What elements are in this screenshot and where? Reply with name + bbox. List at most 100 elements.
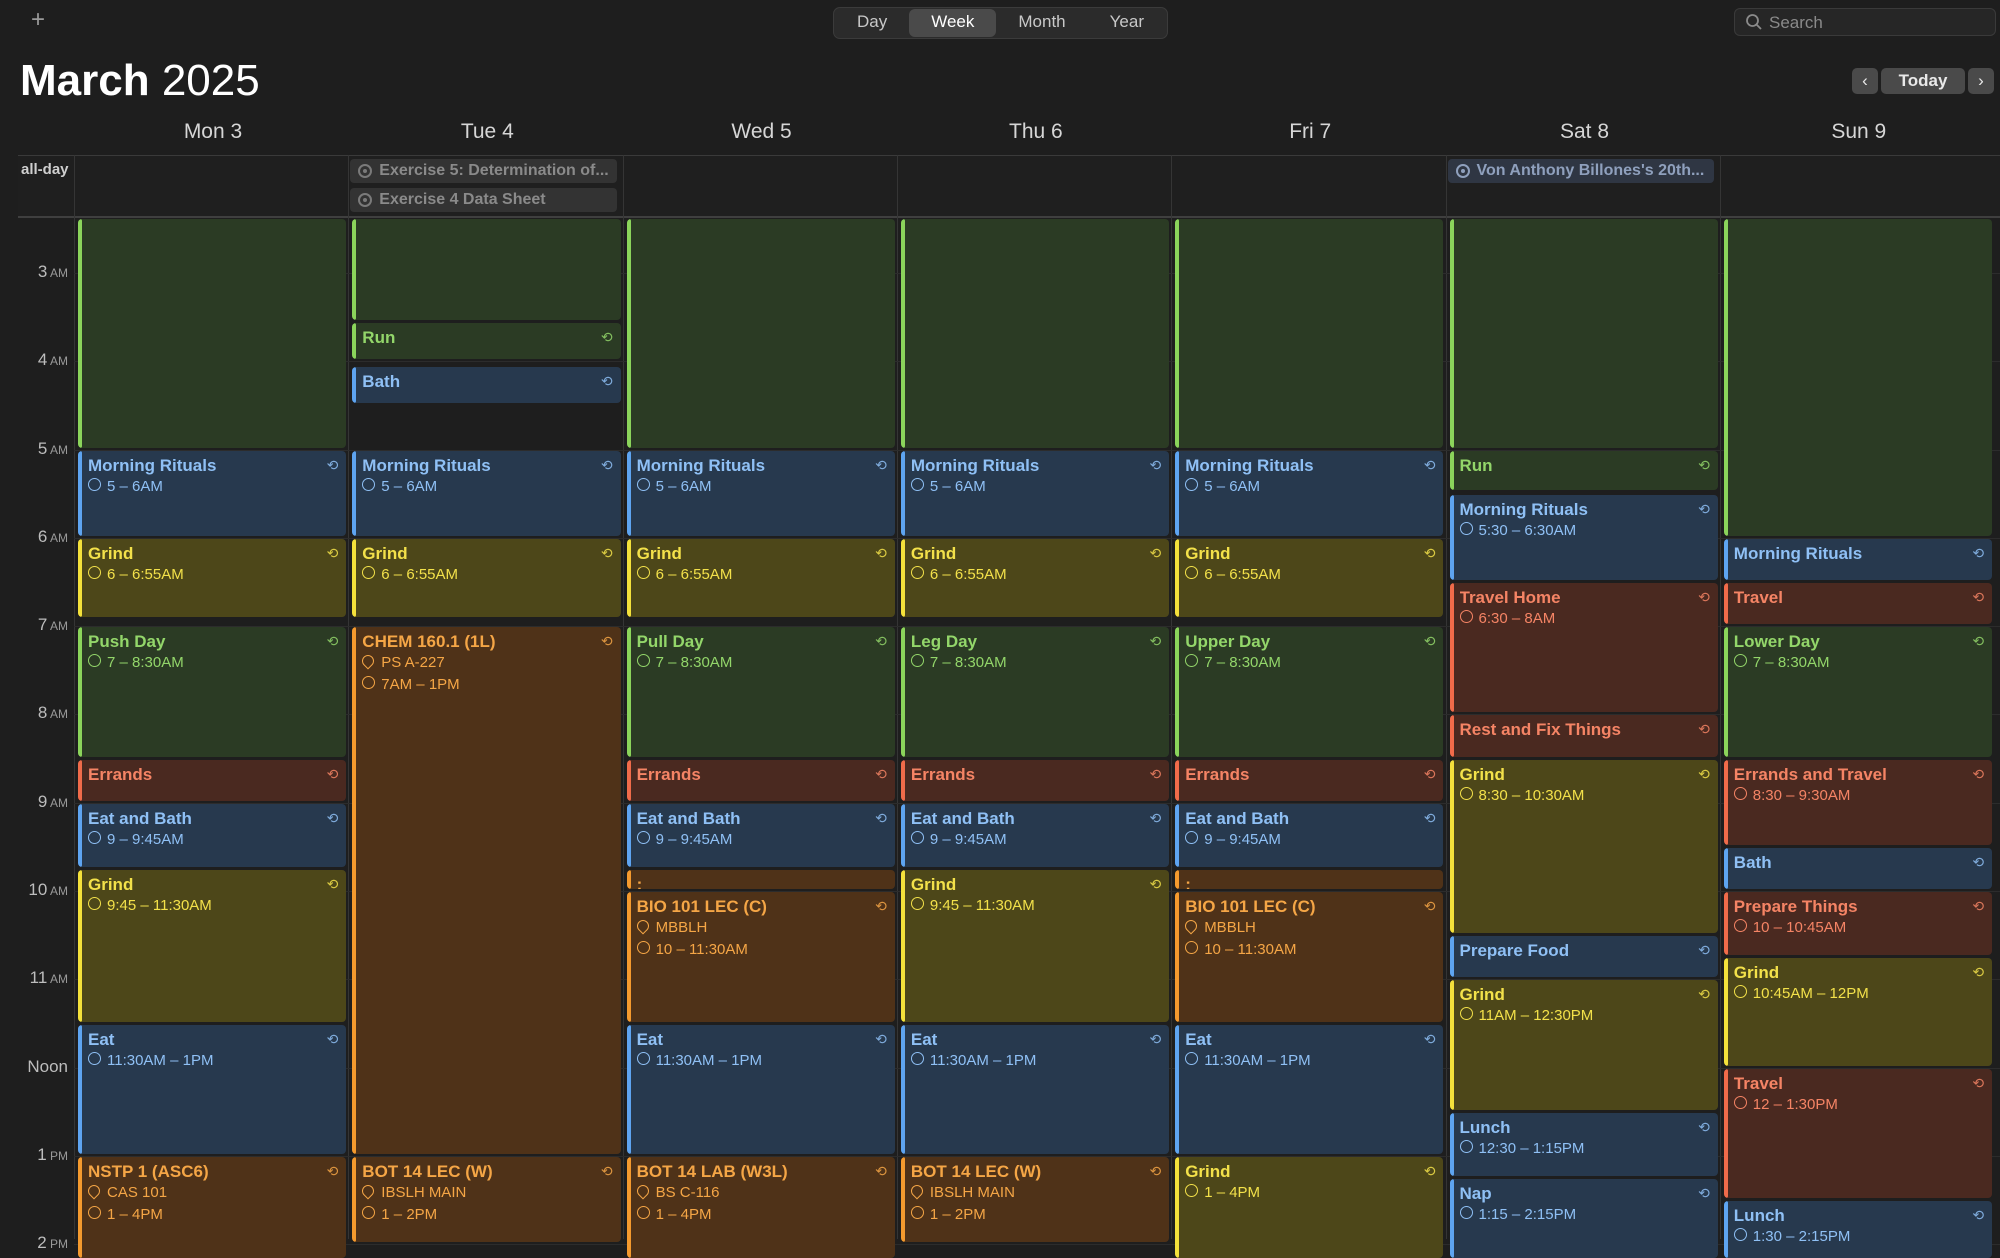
- all-day-event[interactable]: Von Anthony Billones's 20th...: [1447, 159, 1714, 183]
- view-day-button[interactable]: Day: [857, 12, 888, 31]
- calendar-event[interactable]: Errands ⟲: [900, 759, 1170, 801]
- calendar-event[interactable]: Errands ⟲: [626, 759, 895, 801]
- hour-number: 2: [37, 1233, 47, 1253]
- prev-week-button[interactable]: ‹: [1852, 68, 1878, 94]
- calendar-event[interactable]: BIO 101 LEC (C) ⟲ MBBLH 10 – 11:30AM: [626, 892, 895, 1022]
- calendar-event[interactable]: Grind ⟲ 9:45 – 11:30AM: [78, 870, 347, 1022]
- calendar-event[interactable]: [1175, 219, 1444, 448]
- event-time: 10:45AM – 12PM: [1733, 983, 1986, 1005]
- calendar-event[interactable]: Lower Day ⟲ 7 – 8:30AM: [1723, 627, 1993, 757]
- calendar-event[interactable]: Travel ⟲ 12 – 1:30PM: [1723, 1068, 1993, 1199]
- event-time-text: 10:45AM – 12PM: [1752, 985, 1869, 1003]
- event-title: Eat and Bath: [88, 808, 192, 828]
- calendar-event[interactable]: Pull Day ⟲ 7 – 8:30AM: [626, 627, 895, 757]
- calendar-event[interactable]: Grind ⟲ 6 – 6:55AM: [78, 538, 347, 618]
- calendar-event[interactable]: [1723, 219, 1993, 536]
- day-header[interactable]: Sun 9: [1831, 120, 1887, 143]
- calendar-event[interactable]: Morning Rituals ⟲ 5:30 – 6:30AM: [1449, 494, 1718, 581]
- calendar-event[interactable]: [78, 219, 347, 448]
- calendar-event[interactable]: Eat and Bath ⟲ 9 – 9:45AM: [1175, 803, 1444, 867]
- calendar-event[interactable]: Push Day ⟲ 7 – 8:30AM: [78, 627, 347, 757]
- event-time-text: 6 – 6:55AM: [655, 565, 733, 583]
- view-week-button[interactable]: Week: [909, 9, 997, 37]
- next-week-button[interactable]: ›: [1968, 68, 1994, 94]
- calendar-event[interactable]: Eat ⟲ 11:30AM – 1PM: [900, 1024, 1170, 1154]
- calendar-event[interactable]: Errands ⟲: [78, 759, 347, 801]
- calendar-event[interactable]: Run ⟲: [1449, 450, 1718, 490]
- calendar-event[interactable]: Eat ⟲ 11:30AM – 1PM: [78, 1024, 347, 1154]
- all-day-event[interactable]: Exercise 4 Data Sheet: [350, 188, 617, 212]
- calendar-event[interactable]: BOT 14 LEC (W) ⟲ IBSLH MAIN 1 – 2PM: [900, 1156, 1170, 1243]
- calendar-event[interactable]: Grind ⟲ 1 – 4PM: [1175, 1156, 1444, 1258]
- toolbar: + Day Week Month Year Search: [0, 0, 2000, 44]
- calendar-event[interactable]: Eat and Bath ⟲ 9 – 9:45AM: [78, 803, 347, 867]
- hour-meridiem: AM: [47, 972, 68, 987]
- calendar-event[interactable]: Run ⟲: [352, 322, 621, 360]
- calendar-event[interactable]: :: [626, 870, 895, 890]
- calendar-event[interactable]: Morning Rituals ⟲ 5 – 6AM: [1175, 450, 1444, 536]
- calendar-event[interactable]: Grind ⟲ 9:45 – 11:30AM: [900, 870, 1170, 1022]
- day-header[interactable]: Tue 4: [460, 120, 514, 143]
- calendar-event[interactable]: [626, 219, 895, 448]
- day-header[interactable]: Mon 3: [183, 120, 243, 143]
- calendar-event[interactable]: Eat and Bath ⟲ 9 – 9:45AM: [626, 803, 895, 867]
- day-header[interactable]: Wed 5: [731, 120, 792, 143]
- calendar-event[interactable]: [900, 219, 1170, 448]
- calendar-event[interactable]: Prepare Things ⟲ 10 – 10:45AM: [1723, 892, 1993, 956]
- search-input[interactable]: Search: [1734, 8, 1996, 36]
- calendar-event[interactable]: NSTP 1 (ASC6) ⟲ CAS 101 1 – 4PM: [78, 1156, 347, 1258]
- calendar-event[interactable]: Grind ⟲ 6 – 6:55AM: [1175, 538, 1444, 618]
- calendar-event[interactable]: Grind ⟲ 8:30 – 10:30AM: [1449, 759, 1718, 934]
- calendar-event[interactable]: Grind ⟲ 6 – 6:55AM: [626, 538, 895, 618]
- calendar-event[interactable]: Grind ⟲ 11AM – 12:30PM: [1449, 980, 1718, 1110]
- day-header[interactable]: Thu 6: [1009, 120, 1063, 143]
- calendar-event[interactable]: Bath ⟲: [352, 366, 621, 404]
- calendar-event[interactable]: Grind ⟲ 10:45AM – 12PM: [1723, 958, 1993, 1066]
- calendar-event[interactable]: Lunch ⟲ 1:30 – 2:15PM: [1723, 1201, 1993, 1258]
- repeat-icon: ⟲: [1698, 500, 1710, 517]
- calendar-event[interactable]: Lunch ⟲ 12:30 – 1:15PM: [1449, 1112, 1718, 1177]
- add-event-button[interactable]: +: [30, 6, 45, 33]
- calendar-event[interactable]: Morning Rituals ⟲ 5 – 6AM: [78, 450, 347, 536]
- today-button[interactable]: Today: [1881, 68, 1965, 94]
- repeat-icon: ⟲: [600, 633, 613, 650]
- event-location: IBSLH MAIN: [359, 1182, 614, 1204]
- calendar-event[interactable]: Grind ⟲ 6 – 6:55AM: [352, 538, 621, 618]
- view-year-button[interactable]: Year: [1109, 12, 1144, 31]
- calendar-event[interactable]: :: [1175, 870, 1444, 890]
- calendar-event[interactable]: Leg Day ⟲ 7 – 8:30AM: [900, 627, 1170, 757]
- calendar-event[interactable]: BIO 101 LEC (C) ⟲ MBBLH 10 – 11:30AM: [1175, 892, 1444, 1022]
- clock-icon: [1459, 521, 1473, 535]
- calendar-event[interactable]: Grind ⟲ 6 – 6:55AM: [900, 538, 1170, 618]
- calendar-event[interactable]: Upper Day ⟲ 7 – 8:30AM: [1175, 627, 1444, 757]
- calendar-event[interactable]: Eat and Bath ⟲ 9 – 9:45AM: [900, 803, 1170, 867]
- calendar-event[interactable]: Prepare Food ⟲: [1449, 936, 1718, 978]
- repeat-icon: ⟲: [1972, 898, 1985, 915]
- location-icon: [634, 1182, 652, 1200]
- calendar-event[interactable]: Morning Rituals ⟲: [1723, 538, 1993, 581]
- calendar-event[interactable]: BOT 14 LAB (W3L) ⟲ BS C-116 1 – 4PM: [626, 1156, 895, 1258]
- calendar-event[interactable]: Errands and Travel ⟲ 8:30 – 9:30AM: [1723, 759, 1993, 845]
- calendar-event[interactable]: Errands ⟲: [1175, 759, 1444, 801]
- calendar-event[interactable]: Travel Home ⟲ 6:30 – 8AM: [1449, 583, 1718, 713]
- view-month-button[interactable]: Month: [1018, 12, 1066, 31]
- calendar-event[interactable]: Morning Rituals ⟲ 5 – 6AM: [626, 450, 895, 536]
- calendar-event[interactable]: Eat ⟲ 11:30AM – 1PM: [626, 1024, 895, 1154]
- calendar-event[interactable]: Morning Rituals ⟲ 5 – 6AM: [352, 450, 621, 536]
- calendar-event[interactable]: Nap ⟲ 1:15 – 2:15PM: [1449, 1179, 1718, 1258]
- calendar-event[interactable]: Morning Rituals ⟲ 5 – 6AM: [900, 450, 1170, 536]
- calendar-event[interactable]: Rest and Fix Things ⟲: [1449, 715, 1718, 757]
- event-location-text: PS A-227: [381, 654, 445, 672]
- repeat-icon: ⟲: [1698, 942, 1710, 959]
- calendar-event[interactable]: CHEM 160.1 (1L) ⟲ PS A-227 7AM – 1PM: [352, 627, 621, 1154]
- day-header[interactable]: Fri 7: [1289, 120, 1332, 143]
- calendar-event[interactable]: Eat ⟲ 11:30AM – 1PM: [1175, 1024, 1444, 1154]
- calendar-event[interactable]: [1449, 219, 1718, 448]
- all-day-event[interactable]: Exercise 5: Determination of...: [350, 159, 617, 183]
- clock-icon: [636, 941, 650, 955]
- calendar-event[interactable]: BOT 14 LEC (W) ⟲ IBSLH MAIN 1 – 2PM: [352, 1156, 621, 1243]
- day-header[interactable]: Sat 8: [1559, 120, 1610, 143]
- calendar-event[interactable]: Travel ⟲: [1723, 583, 1993, 625]
- calendar-event[interactable]: [352, 219, 621, 320]
- calendar-event[interactable]: Bath ⟲: [1723, 847, 1993, 890]
